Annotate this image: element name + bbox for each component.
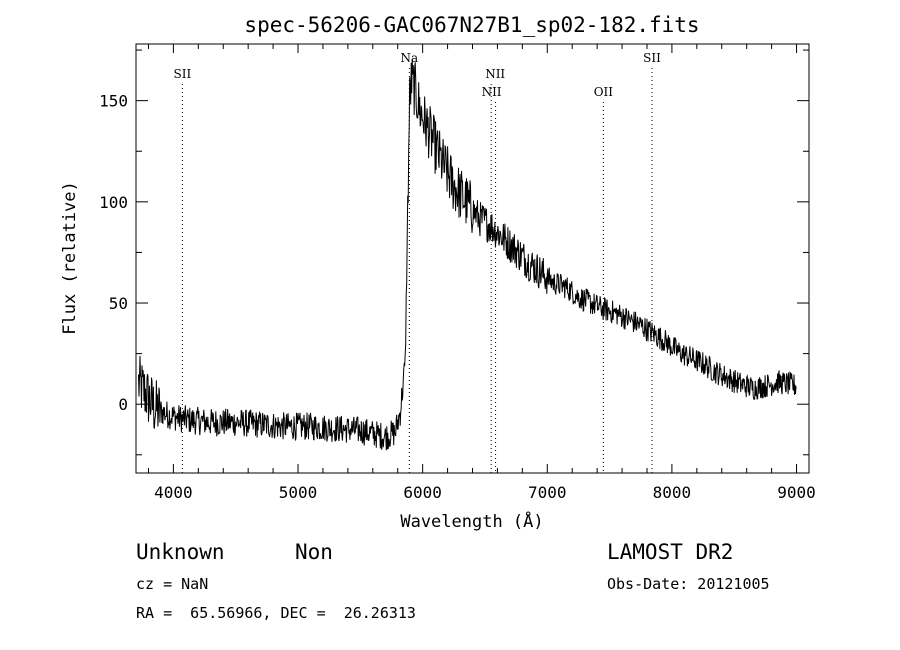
x-axis-ticks: 4000 5000 6000 7000 8000 9000 — [147, 44, 816, 502]
y-axis-label: Flux (relative) — [60, 181, 80, 335]
x-tick-label: 4000 — [154, 483, 193, 502]
line-marker-label: SII — [174, 67, 192, 81]
line-marker-label: NII — [482, 85, 502, 99]
line-marker-label: Na — [400, 51, 418, 65]
plot-frame — [135, 43, 810, 474]
observation-date: Obs-Date: 20121005 — [607, 575, 770, 593]
coordinates-readout: RA = 65.56966, DEC = 26.26313 — [136, 604, 416, 622]
x-tick-label: 5000 — [279, 483, 318, 502]
object-subclass: Non — [295, 540, 333, 564]
line-markers: SII Na NII NII OII SII — [174, 51, 661, 473]
y-tick-label: 50 — [109, 294, 128, 313]
y-tick-label: 100 — [99, 193, 128, 212]
x-tick-label: 7000 — [528, 483, 567, 502]
x-axis-label: Wavelength (Å) — [400, 510, 543, 532]
chart-title: spec-56206-GAC067N27B1_sp02-182.fits — [244, 13, 699, 37]
line-marker-label: OII — [594, 85, 614, 99]
object-class: Unknown — [136, 540, 225, 564]
survey-name: LAMOST DR2 — [607, 540, 734, 564]
y-tick-label: 150 — [99, 92, 128, 111]
x-tick-label: 9000 — [777, 483, 816, 502]
y-axis-ticks: 0 50 100 150 — [99, 49, 809, 456]
x-tick-label: 6000 — [403, 483, 442, 502]
redshift-readout: cz = NaN — [136, 575, 209, 593]
y-tick-label: 0 — [118, 395, 128, 414]
spectrum-line — [138, 59, 797, 451]
line-marker-label: NII — [485, 67, 505, 81]
line-marker-label: SII — [643, 51, 661, 65]
x-tick-label: 8000 — [653, 483, 692, 502]
